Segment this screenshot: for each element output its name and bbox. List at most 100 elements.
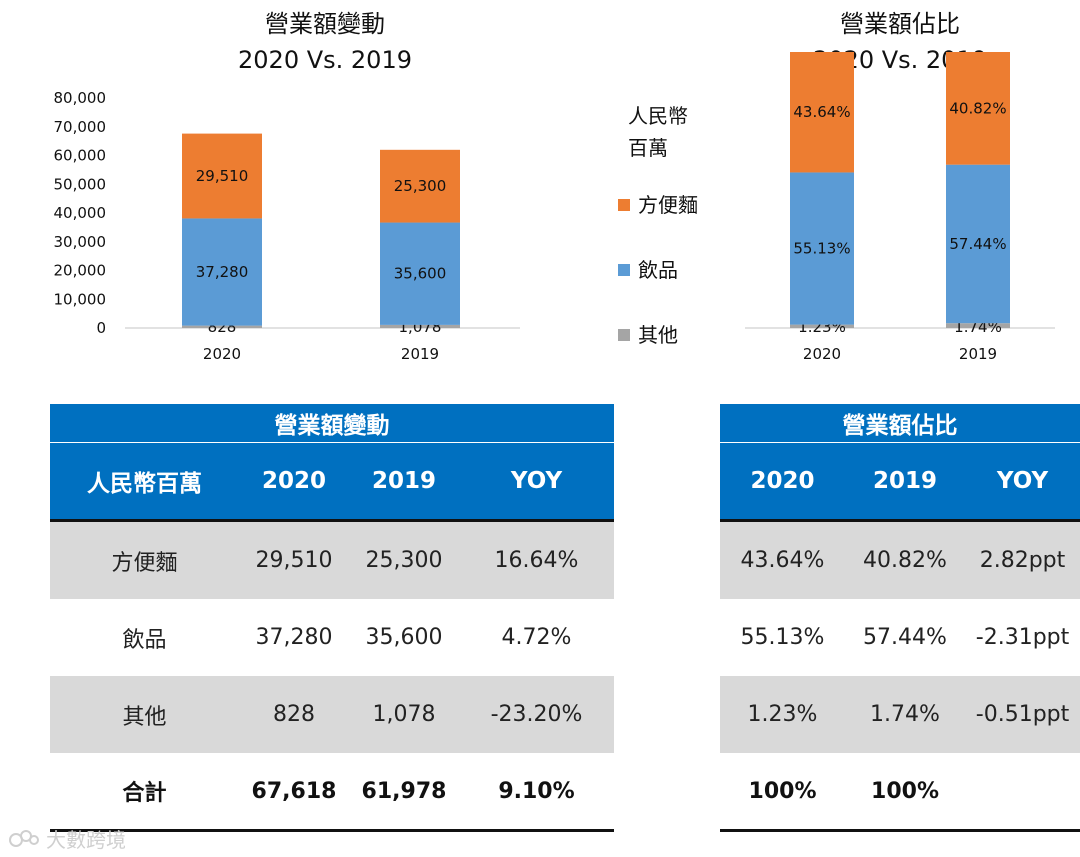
- chart1-y-tick-label: 20,000: [54, 262, 107, 280]
- share-cell-2020: 43.64%: [720, 520, 845, 599]
- table-row: 其他 828 1,078 -23.20%: [50, 676, 614, 753]
- cell-total-label: 合計: [50, 753, 239, 832]
- share-cell-total-yoy: [965, 753, 1080, 832]
- table-row: 方便麵 29,510 25,300 16.64%: [50, 520, 614, 599]
- cell-yoy: -23.20%: [459, 676, 614, 753]
- watermark: 大數跨境: [8, 824, 126, 853]
- chart1-data-label-beverages-2019: 35,600: [394, 265, 447, 283]
- legend-label-instant-noodles: 方便麵: [638, 193, 698, 217]
- legend-item-beverages: 飲品: [618, 257, 678, 283]
- chart1-bar-instant-noodles-2020: [182, 133, 262, 219]
- revenue-change-table-title: 營業額變動: [50, 404, 614, 443]
- cell-yoy: 16.64%: [459, 520, 614, 599]
- share-cell-2019: 40.82%: [845, 520, 965, 599]
- chart1-x-tick-label: 2019: [401, 345, 439, 363]
- cell-total-yoy: 9.10%: [459, 753, 614, 832]
- table-row: 43.64% 40.82% 2.82ppt: [720, 520, 1080, 599]
- chart1-data-label-beverages-2020: 37,280: [196, 263, 249, 281]
- cell-2019: 1,078: [349, 676, 459, 753]
- cell-2020: 29,510: [239, 520, 349, 599]
- cell-2019: 25,300: [349, 520, 459, 599]
- legend-label-others: 其他: [638, 323, 678, 347]
- chart1-y-tick-label: 80,000: [54, 89, 107, 107]
- share-col-header-2020: 2020: [720, 442, 845, 522]
- chart2-data-label-beverages-2019: 57.44%: [949, 235, 1006, 253]
- cell-2020: 828: [239, 676, 349, 753]
- share-cell-total-2019: 100%: [845, 753, 965, 832]
- share-cell-2019: 57.44%: [863, 625, 947, 650]
- chart2-x-tick-label: 2019: [959, 345, 997, 363]
- cell-2019: 35,600: [365, 625, 443, 650]
- chart2-data-label-instant-noodles-2020: 43.64%: [793, 103, 850, 121]
- col-header-2020: 2020: [239, 442, 349, 522]
- chart1-title-block: 營業額變動 2020 Vs. 2019: [160, 6, 490, 78]
- chart1-bar-others-2019: [380, 324, 460, 328]
- share-col-header-2019: 2019: [845, 442, 965, 522]
- table-row: 55.13% 57.44% -2.31ppt: [720, 599, 1080, 676]
- chart1-bar-instant-noodles-2019: [380, 149, 460, 223]
- share-col-header-yoy: YOY: [965, 442, 1080, 522]
- share-cell-2019: 1.74%: [845, 676, 965, 753]
- share-cell-total-2020: 100%: [720, 753, 845, 832]
- chart1-x-tick-label: 2020: [203, 345, 241, 363]
- col-header-2019: 2019: [349, 442, 459, 522]
- chart1-y-tick-label: 0: [96, 319, 106, 337]
- chart2-bar-instant-noodles-2019: [946, 52, 1010, 165]
- legend-item-instant-noodles: 方便麵: [618, 192, 698, 218]
- chart1-y-tick-label: 30,000: [54, 233, 107, 251]
- chart1-bar-beverages-2019: [380, 222, 460, 325]
- share-cell-yoy: -2.31ppt: [975, 625, 1070, 650]
- chart2-bar-beverages-2020: [790, 172, 854, 325]
- charts-canvas: 0 10,000 20,000 30,000 40,000 50,000 60,000 70,…: [54, 52, 1055, 363]
- col-header-yoy: YOY: [459, 442, 614, 522]
- chart2-bar-beverages-2019: [946, 164, 1010, 324]
- share-cell-2020: 1.23%: [720, 676, 845, 753]
- chart2-data-label-instant-noodles-2019: 40.82%: [949, 99, 1006, 117]
- legend-swatch-others: [618, 329, 630, 341]
- cell-total-2019: 61,978: [349, 753, 459, 832]
- chart1-y-tick-label: 60,000: [54, 147, 107, 165]
- cell-yoy: 4.72%: [501, 625, 572, 650]
- chart2-bar-instant-noodles-2020: [790, 52, 854, 173]
- revenue-share-table: 營業額佔比 2020 2019 YOY 43.64% 40.82% 2.82pp…: [720, 404, 1080, 832]
- chart1-y-tick-label: 40,000: [54, 204, 107, 222]
- chart1-data-label-instant-noodles-2019: 25,300: [394, 177, 447, 195]
- revenue-share-table-title: 營業額佔比: [720, 404, 1080, 443]
- cell-category: 飲品: [122, 627, 167, 653]
- chart1-bar-others-2020: [182, 325, 262, 328]
- legend-title-line1: 人民幣: [628, 104, 688, 128]
- watermark-text: 大數跨境: [46, 828, 126, 852]
- revenue-change-table: 營業額變動 人民幣百萬 2020 2019 YOY 方便麵 29,510 25,…: [50, 404, 614, 832]
- chart2-x-tick-label: 2020: [803, 345, 841, 363]
- chart1-bar-beverages-2020: [182, 218, 262, 326]
- chart2-bar-others-2019: [946, 323, 1010, 328]
- legend-label-beverages: 飲品: [638, 258, 678, 282]
- chart1-subtitle: 2020 Vs. 2019: [238, 46, 412, 74]
- col-header-unit: 人民幣百萬: [50, 442, 239, 522]
- chart1-y-tick-label: 10,000: [54, 290, 107, 308]
- legend-swatch-beverages: [618, 264, 630, 276]
- cell-2020: 37,280: [255, 625, 333, 650]
- chart2-bar-others-2020: [790, 324, 854, 328]
- table-total-row: 100% 100%: [720, 753, 1080, 832]
- table-total-row: 合計 67,618 61,978 9.10%: [50, 753, 614, 832]
- cell-category: 其他: [50, 676, 239, 753]
- cell-total-2020: 67,618: [239, 753, 349, 832]
- table-row: 飲品 37,280 35,600 4.72%: [50, 599, 614, 676]
- legend-title: 人民幣 百萬: [628, 100, 688, 164]
- chart2-title: 營業額佔比: [840, 10, 960, 38]
- legend-swatch-instant-noodles: [618, 199, 630, 211]
- legend-item-others: 其他: [618, 322, 678, 348]
- chart2-data-label-beverages-2020: 55.13%: [793, 240, 850, 258]
- chart1-data-label-instant-noodles-2020: 29,510: [196, 167, 249, 185]
- chart1-title: 營業額變動: [265, 10, 385, 38]
- chart1-y-tick-label: 70,000: [54, 118, 107, 136]
- share-cell-yoy: -0.51ppt: [965, 676, 1080, 753]
- watermark-logo-icon: [9, 829, 39, 847]
- cell-category: 方便麵: [50, 520, 239, 599]
- table-row: 1.23% 1.74% -0.51ppt: [720, 676, 1080, 753]
- share-cell-2020: 55.13%: [740, 625, 825, 650]
- chart1-y-tick-label: 50,000: [54, 175, 107, 193]
- legend-title-line2: 百萬: [628, 136, 668, 160]
- share-cell-yoy: 2.82ppt: [965, 520, 1080, 599]
